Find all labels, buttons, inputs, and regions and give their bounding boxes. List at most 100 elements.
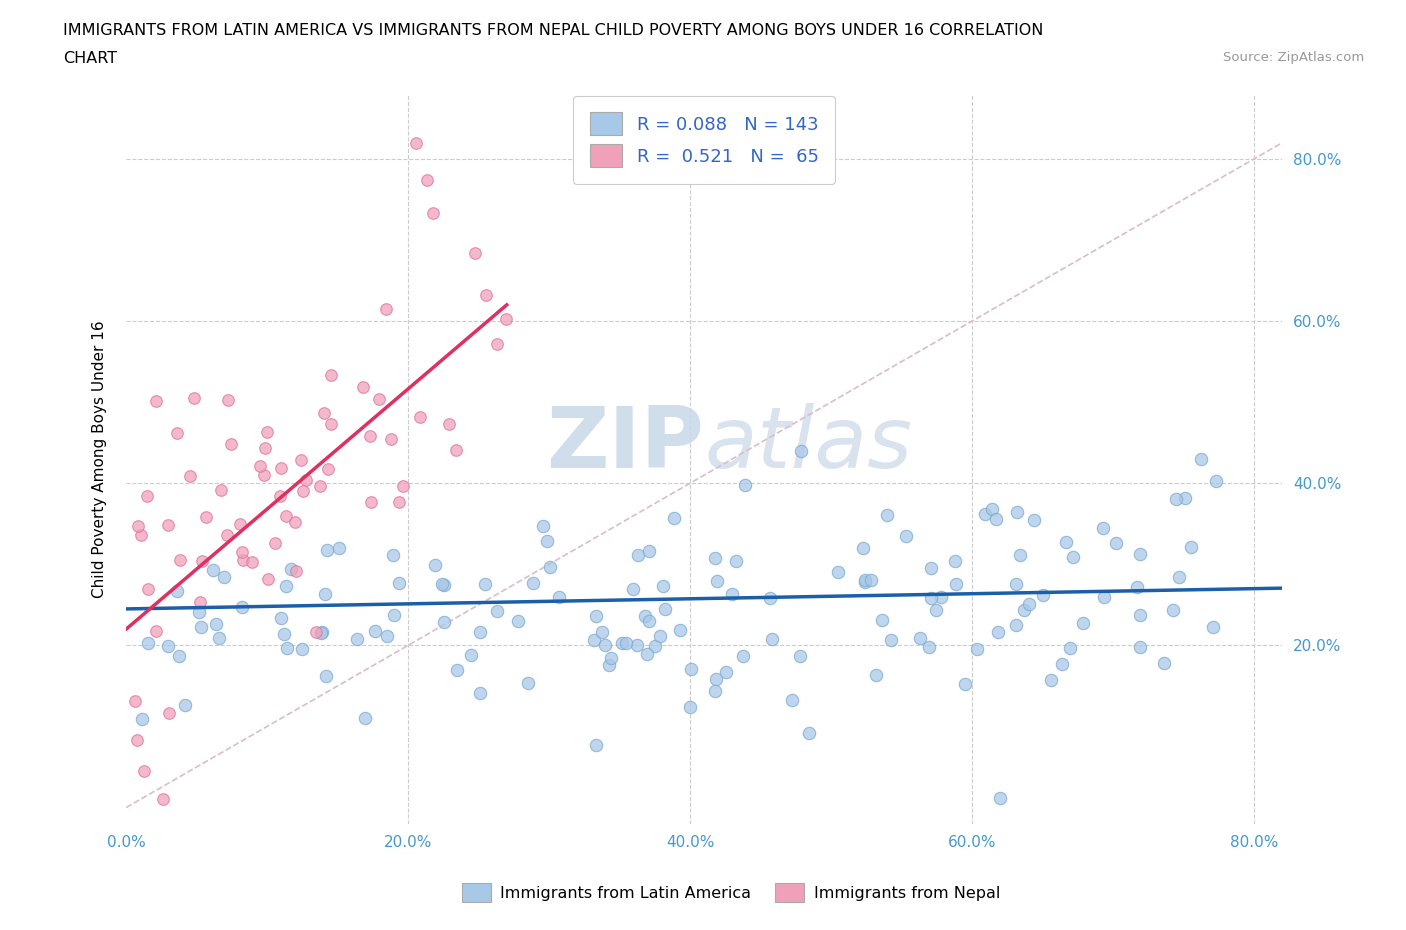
Point bbox=[495, 312, 517, 326]
Point bbox=[392, 479, 415, 494]
Y-axis label: Child Poverty Among Boys Under 16: Child Poverty Among Boys Under 16 bbox=[93, 320, 107, 598]
Point bbox=[388, 495, 411, 510]
Point bbox=[284, 564, 307, 578]
Point bbox=[468, 625, 491, 640]
Text: Source: ZipAtlas.com: Source: ZipAtlas.com bbox=[1223, 51, 1364, 64]
Point bbox=[506, 613, 529, 628]
Text: CHART: CHART bbox=[63, 51, 117, 66]
Point bbox=[1092, 521, 1115, 536]
Point bbox=[183, 391, 205, 405]
Point bbox=[231, 552, 253, 567]
Point bbox=[703, 551, 725, 565]
Point bbox=[430, 577, 453, 591]
Point bbox=[364, 624, 387, 639]
Point bbox=[446, 663, 468, 678]
Point bbox=[136, 582, 159, 597]
Point bbox=[1010, 548, 1032, 563]
Point bbox=[599, 650, 621, 665]
Point bbox=[827, 565, 849, 579]
Point bbox=[1059, 641, 1081, 656]
Point bbox=[1105, 536, 1128, 551]
Point bbox=[522, 576, 544, 591]
Point bbox=[789, 444, 811, 458]
Point bbox=[920, 591, 942, 605]
Point bbox=[612, 636, 634, 651]
Point bbox=[360, 495, 382, 510]
Point bbox=[190, 619, 212, 634]
Point bbox=[295, 472, 318, 487]
Point bbox=[966, 642, 988, 657]
Point bbox=[209, 482, 232, 497]
Point bbox=[319, 417, 342, 432]
Point bbox=[955, 677, 977, 692]
Point bbox=[475, 288, 498, 303]
Point bbox=[925, 603, 948, 618]
Point bbox=[789, 648, 811, 663]
Point bbox=[256, 424, 278, 439]
Point bbox=[614, 635, 637, 650]
Point bbox=[354, 711, 377, 726]
Point bbox=[638, 614, 661, 629]
Point bbox=[1018, 596, 1040, 611]
Point bbox=[274, 578, 297, 593]
Point bbox=[876, 507, 898, 522]
Point bbox=[538, 560, 561, 575]
Point bbox=[485, 604, 508, 618]
Point bbox=[1129, 607, 1152, 622]
Point bbox=[145, 393, 167, 408]
Point bbox=[654, 602, 676, 617]
Point bbox=[464, 246, 486, 260]
Point bbox=[990, 790, 1012, 805]
Point bbox=[593, 638, 616, 653]
Point bbox=[375, 301, 398, 316]
Point bbox=[981, 501, 1004, 516]
Text: IMMIGRANTS FROM LATIN AMERICA VS IMMIGRANTS FROM NEPAL CHILD POVERTY AMONG BOYS : IMMIGRANTS FROM LATIN AMERICA VS IMMIGRA… bbox=[63, 23, 1043, 38]
Point bbox=[135, 489, 157, 504]
Point bbox=[636, 646, 658, 661]
Point bbox=[585, 737, 607, 752]
Point bbox=[408, 409, 430, 424]
Point bbox=[1032, 588, 1054, 603]
Point bbox=[1168, 570, 1191, 585]
Point bbox=[860, 573, 883, 588]
Point bbox=[382, 607, 405, 622]
Point bbox=[652, 578, 675, 593]
Point bbox=[591, 624, 613, 639]
Point bbox=[1005, 577, 1028, 591]
Point bbox=[311, 625, 333, 640]
Point bbox=[1005, 618, 1028, 632]
Point bbox=[704, 684, 727, 698]
Point bbox=[375, 629, 398, 644]
Point bbox=[664, 511, 686, 525]
Point bbox=[626, 638, 648, 653]
Point bbox=[405, 135, 427, 150]
Point bbox=[328, 541, 350, 556]
Point bbox=[319, 367, 342, 382]
Point bbox=[460, 647, 482, 662]
Point bbox=[1161, 602, 1184, 617]
Point bbox=[598, 658, 620, 673]
Point bbox=[201, 563, 224, 578]
Point bbox=[270, 611, 292, 626]
Point bbox=[704, 672, 727, 687]
Point bbox=[195, 510, 218, 525]
Point bbox=[127, 519, 149, 534]
Point bbox=[280, 562, 302, 577]
Point bbox=[724, 554, 747, 569]
Point bbox=[292, 484, 315, 498]
Point bbox=[1174, 491, 1197, 506]
Point bbox=[166, 584, 188, 599]
Point bbox=[257, 572, 280, 587]
Point bbox=[269, 489, 291, 504]
Point bbox=[433, 578, 456, 592]
Point bbox=[679, 699, 702, 714]
Point bbox=[240, 555, 263, 570]
Point bbox=[486, 337, 509, 352]
Point bbox=[853, 575, 876, 590]
Point bbox=[920, 561, 942, 576]
Point bbox=[291, 642, 314, 657]
Point bbox=[865, 668, 887, 683]
Point bbox=[190, 595, 212, 610]
Text: ZIP: ZIP bbox=[547, 403, 704, 485]
Point bbox=[156, 517, 179, 532]
